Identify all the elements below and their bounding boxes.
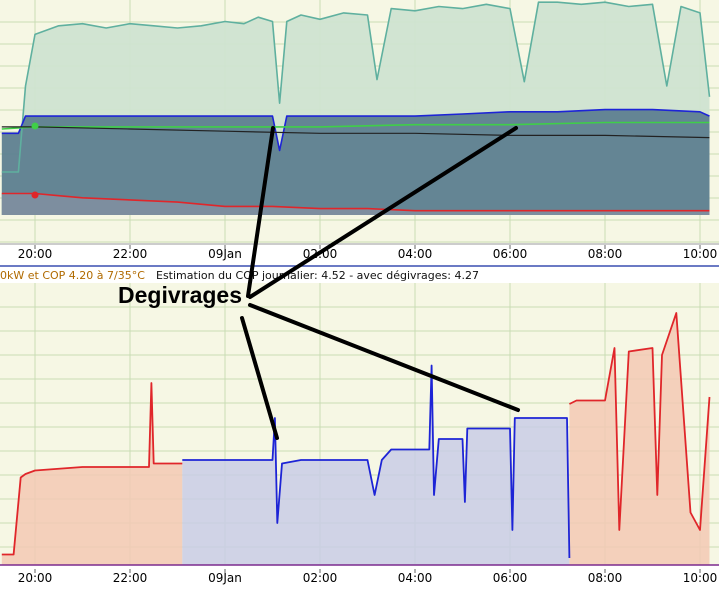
x-tick-label: 20:00 <box>18 247 53 261</box>
series-line <box>1 382 183 556</box>
x-tick-label: 10:00 <box>683 247 718 261</box>
x-tick-label: 08:00 <box>588 571 623 585</box>
x-tick-label: 22:00 <box>113 247 148 261</box>
top-chart-areas <box>1 2 710 216</box>
defrost-annotation-label: Degivrages <box>118 282 242 308</box>
series-area <box>569 313 710 565</box>
top-chart-lines <box>1 1 711 212</box>
red-series-marker <box>31 191 39 199</box>
x-tick-label: 08:00 <box>588 247 623 261</box>
x-tick-label: 09Jan <box>208 247 242 261</box>
callout-line-2 <box>248 126 518 299</box>
series-line <box>1 192 710 212</box>
defrost-callout-lines <box>240 126 520 440</box>
bottom-chart-areas <box>1 313 710 565</box>
series-line <box>1 108 710 152</box>
cop-rating-text: 0kW et COP 4.20 à 7/35°C <box>0 269 145 282</box>
x-tick-label: 20:00 <box>18 571 53 585</box>
x-tick-label: 10:00 <box>683 571 718 585</box>
x-tick-label: 02:00 <box>303 571 338 585</box>
bottom-x-axis-ticks: 20:00 22:00 09Jan 02:00 04:00 06:00 08:00 10:00 <box>18 569 718 585</box>
series-line <box>1 1 711 173</box>
callout-line-4 <box>248 303 520 412</box>
x-tick-label: 04:00 <box>398 247 433 261</box>
green-series-marker <box>31 122 39 130</box>
series-area <box>182 365 570 565</box>
series-area <box>1 383 183 565</box>
x-tick-label: 22:00 <box>113 571 148 585</box>
top-chart <box>0 0 719 243</box>
cop-estimate-text: Estimation du COP journalier: 4.52 - ave… <box>156 269 479 282</box>
top-axis-band <box>0 243 719 267</box>
bottom-chart <box>0 283 719 565</box>
x-tick-label: 06:00 <box>493 247 528 261</box>
series-line <box>1 126 710 139</box>
series-line <box>1 121 710 130</box>
series-line <box>569 312 711 531</box>
x-tick-label: 09Jan <box>208 571 242 585</box>
series-area <box>1 193 710 215</box>
callout-line-1 <box>246 126 275 298</box>
x-tick-label: 04:00 <box>398 571 433 585</box>
x-tick-label: 06:00 <box>493 571 528 585</box>
callout-line-3 <box>240 316 279 440</box>
